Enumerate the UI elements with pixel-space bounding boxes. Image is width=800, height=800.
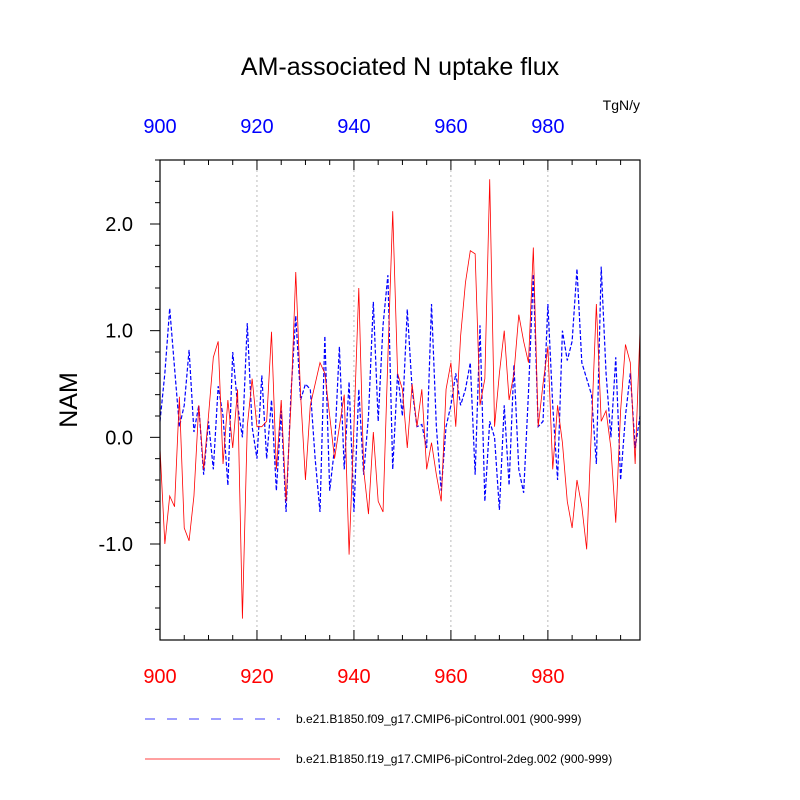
x-tick-label-top: 960 <box>434 116 467 138</box>
y-tick-label: 0.0 <box>105 427 133 449</box>
series-line-2 <box>159 179 641 619</box>
y-tick-label: 1.0 <box>105 321 133 343</box>
y-tick-label: 2.0 <box>105 214 133 236</box>
x-tick-label-bottom: 960 <box>434 666 467 688</box>
series-line-1 <box>159 266 641 513</box>
y-tick-label: -1.0 <box>99 534 133 556</box>
legend-label-2: b.e21.B1850.f19_g17.CMIP6-piControl-2deg… <box>296 752 612 766</box>
chart-title: AM-associated N uptake flux <box>241 53 560 81</box>
grid-layer <box>256 160 549 640</box>
x-tick-label-top: 920 <box>240 116 273 138</box>
plot-frame <box>159 159 641 641</box>
x-tick-label-bottom: 920 <box>240 666 273 688</box>
x-tick-label-top: 980 <box>531 116 564 138</box>
x-tick-label-bottom: 940 <box>337 666 370 688</box>
x-tick-label-top: 940 <box>337 116 370 138</box>
series-layer <box>159 179 641 619</box>
x-tick-label-top: 900 <box>143 116 176 138</box>
legend: b.e21.B1850.f09_g17.CMIP6-piControl.001 … <box>145 712 612 766</box>
x-tick-label-bottom: 980 <box>531 666 564 688</box>
units-label: TgN/y <box>603 97 640 113</box>
y-axis-label: NAM <box>55 372 83 428</box>
legend-label-1: b.e21.B1850.f09_g17.CMIP6-piControl.001 … <box>296 712 582 726</box>
axis-layer: 900 900 920 920 940 940 960 960 980 980 2.0 1.0 0.0 -… <box>99 116 622 688</box>
x-tick-label-bottom: 900 <box>143 666 176 688</box>
